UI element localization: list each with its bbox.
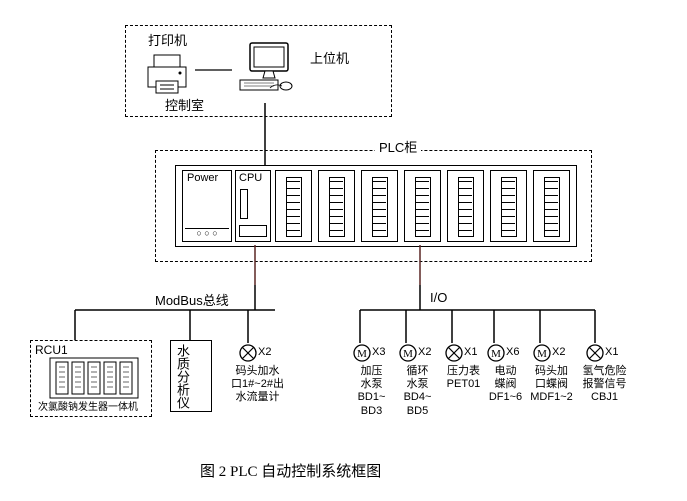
motor-icon: M [352, 343, 372, 363]
io-label: I/O [430, 290, 447, 305]
device-qty: X1 [464, 346, 477, 359]
svg-text:M: M [491, 348, 501, 360]
device-qty: X1 [605, 346, 618, 359]
device-label: 码头加口蝶阀MDF1~2 [524, 365, 579, 405]
svg-text:M: M [403, 348, 413, 360]
device-label: 码头加水口1#~2#出水流量计 [230, 365, 285, 405]
motor-icon: M [398, 343, 418, 363]
device-qty: X2 [418, 346, 431, 359]
rcu-sub-label: 次氯酸钠发生器一体机 [38, 402, 138, 414]
figure-caption: 图 2 PLC 自动控制系统框图 [200, 460, 381, 481]
sensor-icon [585, 343, 605, 363]
plc-system-diagram: 打印机 上位机 控制室 PLC柜 ○ ○ ○ Power CPU [20, 20, 667, 481]
svg-text:M: M [537, 348, 547, 360]
device-qty: X2 [552, 346, 565, 359]
device-qty: X6 [506, 346, 519, 359]
sensor-icon [444, 343, 464, 363]
device-qty: X2 [258, 346, 271, 359]
rcu-rack-icon [50, 355, 140, 403]
device-qty: X3 [372, 346, 385, 359]
water-analyzer-label: 水质分析仪 [176, 344, 189, 409]
sensor-icon [238, 343, 258, 363]
modbus-label: ModBus总线 [155, 290, 229, 309]
motor-icon: M [486, 343, 506, 363]
motor-icon: M [532, 343, 552, 363]
svg-text:M: M [357, 348, 367, 360]
device-label: 氢气危险报警信号CBJ1 [577, 365, 632, 405]
